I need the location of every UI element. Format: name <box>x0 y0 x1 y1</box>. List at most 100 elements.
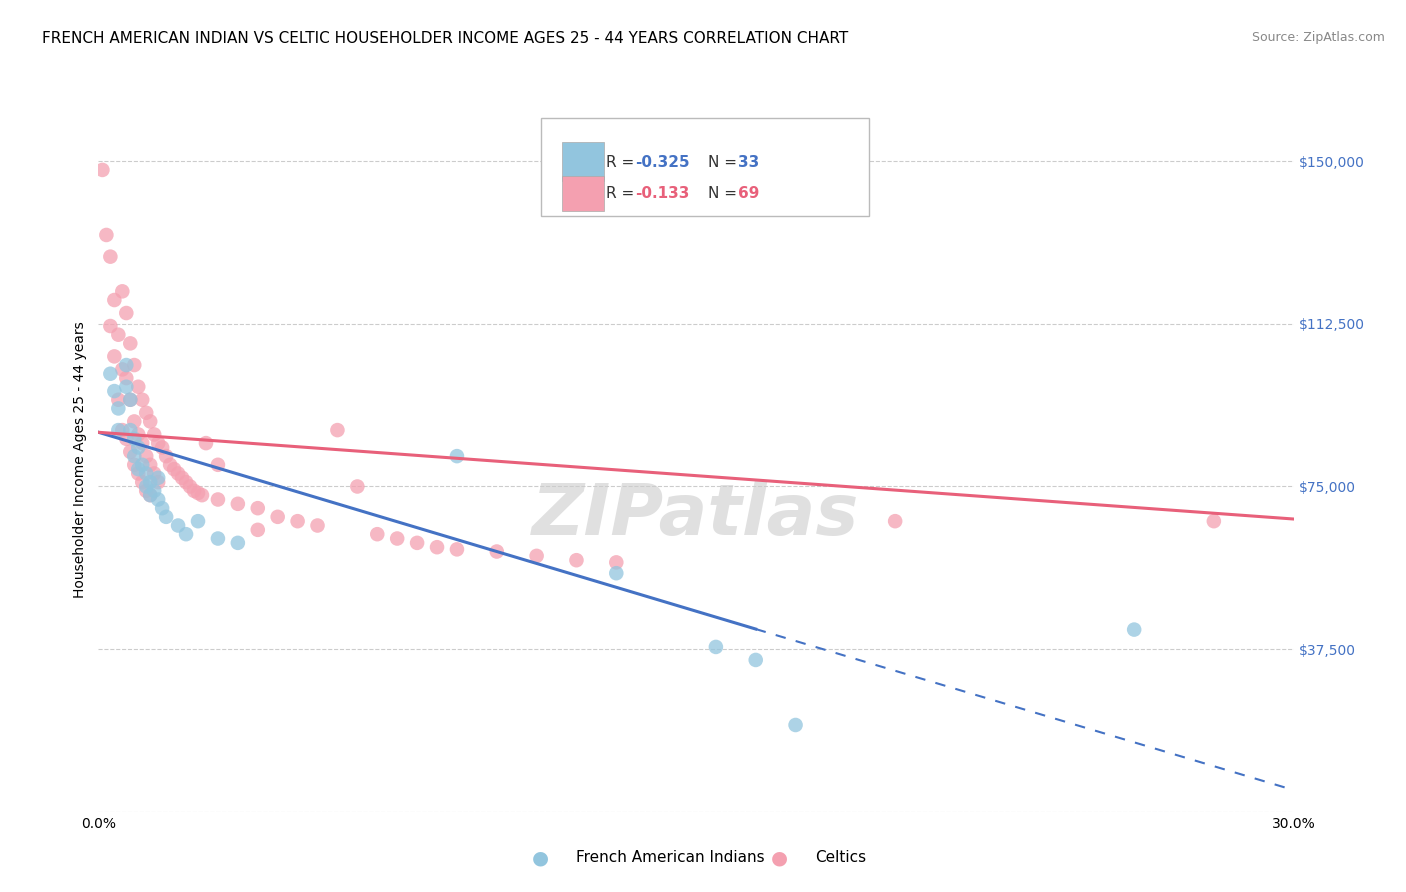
Point <box>745 653 768 667</box>
Point <box>1123 623 1146 637</box>
Point <box>124 432 146 446</box>
Point <box>187 514 209 528</box>
Point <box>174 527 197 541</box>
Text: -0.133: -0.133 <box>636 186 689 202</box>
Text: N =: N = <box>709 154 742 169</box>
Point <box>143 427 166 442</box>
Point <box>120 444 142 458</box>
Point <box>346 479 368 493</box>
Point <box>159 458 181 472</box>
Point <box>187 486 209 500</box>
Point <box>884 514 907 528</box>
Point <box>446 449 468 463</box>
Point <box>207 532 229 546</box>
Point <box>226 497 249 511</box>
Text: R =: R = <box>606 186 644 202</box>
Point <box>172 471 194 485</box>
Point <box>98 250 122 264</box>
Point <box>246 501 269 516</box>
Point <box>98 367 122 381</box>
Point <box>148 471 170 485</box>
Point <box>179 479 201 493</box>
Text: Celtics: Celtics <box>815 850 866 865</box>
Point <box>267 509 290 524</box>
Point <box>107 392 129 407</box>
Point <box>605 566 627 581</box>
Point <box>605 555 627 569</box>
Text: N =: N = <box>709 186 742 202</box>
Point <box>326 423 349 437</box>
Point <box>91 162 114 177</box>
Point <box>226 536 249 550</box>
Point <box>1202 514 1225 528</box>
Point <box>98 319 122 334</box>
Point <box>485 544 508 558</box>
Point <box>115 306 138 320</box>
Point <box>103 384 125 398</box>
Text: -0.325: -0.325 <box>636 154 690 169</box>
Point <box>446 542 468 557</box>
Text: Source: ZipAtlas.com: Source: ZipAtlas.com <box>1251 31 1385 45</box>
Point <box>115 380 138 394</box>
Point <box>526 549 548 563</box>
Point <box>195 436 218 450</box>
Point <box>115 371 138 385</box>
FancyBboxPatch shape <box>562 176 605 211</box>
Point <box>127 427 149 442</box>
Text: ●: ● <box>770 848 789 867</box>
Point <box>426 540 449 554</box>
Point <box>111 285 134 299</box>
Text: 69: 69 <box>738 186 759 202</box>
Point <box>307 518 329 533</box>
Text: ZIPatlas: ZIPatlas <box>533 482 859 550</box>
Point <box>785 718 807 732</box>
Point <box>124 414 146 428</box>
Point <box>167 467 190 481</box>
Point <box>148 492 170 507</box>
Point <box>131 436 153 450</box>
Point <box>139 458 162 472</box>
Point <box>148 475 170 490</box>
Point <box>287 514 309 528</box>
Point <box>143 467 166 481</box>
Point <box>143 483 166 498</box>
Point <box>120 392 142 407</box>
Point <box>148 436 170 450</box>
Point <box>127 467 149 481</box>
Point <box>115 432 138 446</box>
Point <box>127 462 149 476</box>
Point <box>111 423 134 437</box>
Point <box>127 380 149 394</box>
Point <box>150 441 173 455</box>
Point <box>135 449 157 463</box>
Point <box>107 423 129 437</box>
Point <box>135 483 157 498</box>
Point <box>103 350 125 364</box>
Point <box>131 475 153 490</box>
FancyBboxPatch shape <box>541 118 869 216</box>
Point <box>565 553 588 567</box>
Text: R =: R = <box>606 154 640 169</box>
Point <box>124 458 146 472</box>
Point <box>107 401 129 416</box>
Point <box>139 488 162 502</box>
Point <box>163 462 186 476</box>
Point <box>704 640 727 654</box>
Point <box>103 293 125 307</box>
Point <box>167 518 190 533</box>
Text: French American Indians: French American Indians <box>576 850 765 865</box>
Point <box>135 406 157 420</box>
Point <box>139 414 162 428</box>
Point <box>120 423 142 437</box>
Point <box>406 536 429 550</box>
Point <box>139 475 162 490</box>
Point <box>120 336 142 351</box>
Text: ●: ● <box>531 848 550 867</box>
Y-axis label: Householder Income Ages 25 - 44 years: Householder Income Ages 25 - 44 years <box>73 321 87 598</box>
Point <box>111 362 134 376</box>
Point <box>124 449 146 463</box>
Point <box>107 327 129 342</box>
Point <box>246 523 269 537</box>
Text: 33: 33 <box>738 154 759 169</box>
Point <box>150 501 173 516</box>
